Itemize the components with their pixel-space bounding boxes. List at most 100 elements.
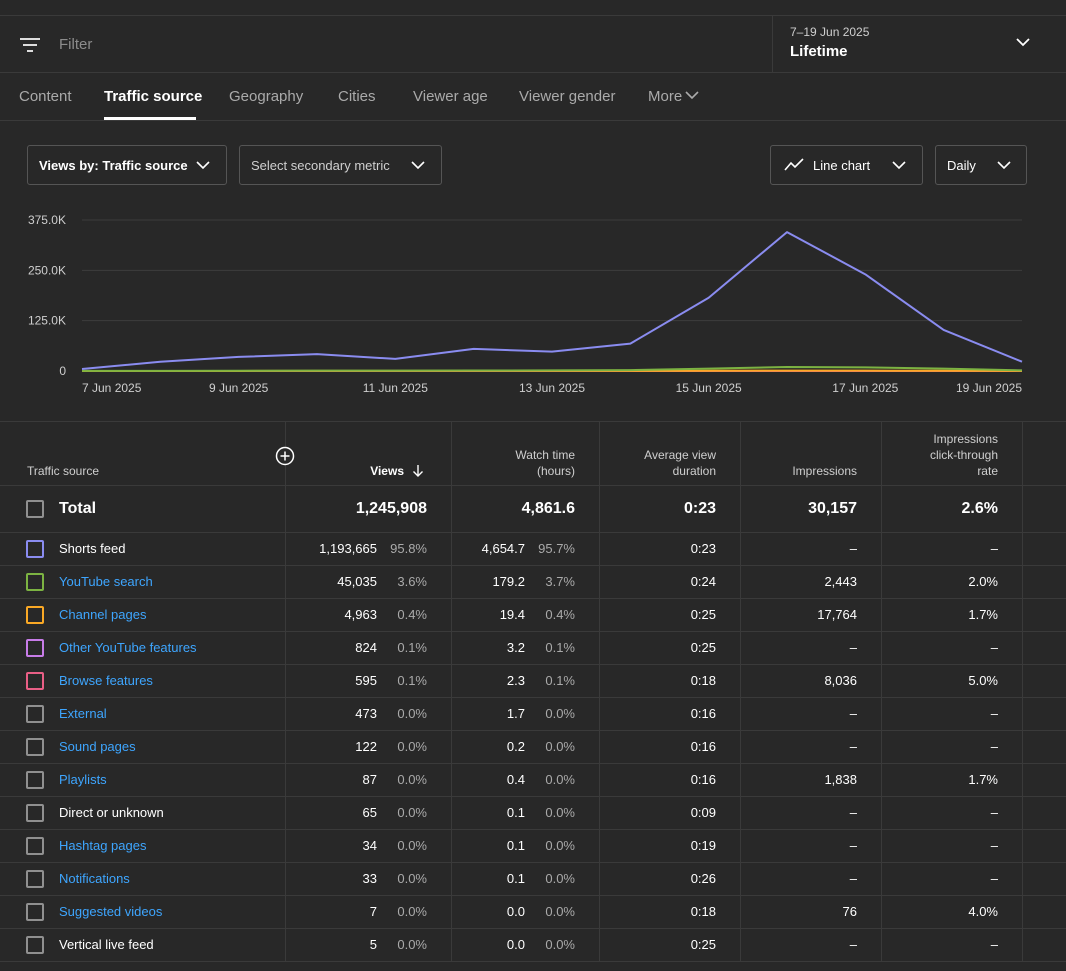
table-row[interactable]: External 473 0.0% 1.7 0.0% 0:16 – – [0, 698, 1066, 731]
row-checkbox[interactable] [26, 738, 44, 756]
tab-geography[interactable]: Geography [229, 88, 304, 105]
traffic-source-name[interactable]: Playlists [59, 772, 107, 787]
views-by-dropdown[interactable]: Views by: Traffic source [27, 145, 227, 185]
table-row[interactable]: Notifications 33 0.0% 0.1 0.0% 0:26 – – [0, 863, 1066, 896]
row-checkbox[interactable] [26, 540, 44, 558]
tab-more[interactable]: More [648, 88, 683, 105]
table-row[interactable]: Browse features 595 0.1% 2.3 0.1% 0:18 8,036 5.… [0, 665, 1066, 698]
traffic-source-name[interactable]: Hashtag pages [59, 838, 147, 853]
date-range-selector[interactable]: 7–19 Jun 2025 Lifetime [772, 16, 1066, 73]
chevron-down-icon [685, 91, 699, 100]
series-line-youtube-search[interactable] [81, 365, 1023, 372]
traffic-source-name[interactable]: External [59, 706, 107, 721]
series-line-shorts-feed[interactable] [81, 231, 1023, 370]
header-traffic-source[interactable]: Traffic source [27, 464, 100, 478]
table-row[interactable]: Playlists 87 0.0% 0.4 0.0% 0:16 1,838 1.7% [0, 764, 1066, 797]
views-percent: 0.4% [397, 607, 427, 622]
watch-time-percent: 0.4% [545, 607, 575, 622]
row-checkbox[interactable] [26, 705, 44, 723]
table-header-row: Traffic source Views Watch time (hours) … [0, 422, 1066, 486]
x-tick-label: 9 Jun 2025 [209, 381, 269, 395]
row-checkbox[interactable] [26, 870, 44, 888]
table-row[interactable]: Hashtag pages 34 0.0% 0.1 0.0% 0:19 – – [0, 830, 1066, 863]
impressions-value: 76 [842, 904, 857, 919]
watch-time-value: 2.3 [506, 673, 525, 688]
total-views: 1,245,908 [355, 500, 427, 517]
avd-value: 0:16 [690, 706, 716, 721]
row-checkbox[interactable] [26, 903, 44, 921]
chevron-down-icon [892, 161, 906, 170]
tab-traffic-source[interactable]: Traffic source [104, 88, 203, 105]
header-impressions[interactable]: Impressions [792, 464, 857, 478]
tab-content[interactable]: Content [19, 88, 72, 105]
row-checkbox[interactable] [26, 804, 44, 822]
watch-time-value: 4,654.7 [481, 541, 525, 556]
tab-viewer-gender[interactable]: Viewer gender [519, 88, 616, 105]
avd-value: 0:26 [690, 871, 716, 886]
table-row[interactable]: YouTube search 45,035 3.6% 179.2 3.7% 0:24 2,4… [0, 566, 1066, 599]
table-row[interactable]: Suggested videos 7 0.0% 0.0 0.0% 0:18 76 4.0% [0, 896, 1066, 929]
views-percent: 0.0% [397, 871, 427, 886]
views-value: 473 [355, 706, 377, 721]
traffic-source-name: Direct or unknown [59, 805, 164, 820]
chevron-down-icon [1016, 38, 1030, 47]
table-row[interactable]: Shorts feed 1,193,665 95.8% 4,654.7 95.7% 0:2… [0, 533, 1066, 566]
views-value: 7 [369, 904, 377, 919]
interval-dropdown[interactable]: Daily [935, 145, 1027, 185]
filter-input[interactable]: Filter [59, 36, 93, 53]
table-row[interactable]: Channel pages 4,963 0.4% 19.4 0.4% 0:25 17,764… [0, 599, 1066, 632]
x-tick-label: 15 Jun 2025 [676, 381, 742, 395]
header-views[interactable]: Views [370, 464, 404, 478]
row-checkbox[interactable] [26, 771, 44, 789]
header-impressions-ctr[interactable]: Impressions click-through rate [886, 431, 998, 479]
tab-cities[interactable]: Cities [338, 88, 376, 105]
traffic-source-name[interactable]: Notifications [59, 871, 130, 886]
traffic-source-name[interactable]: Other YouTube features [59, 640, 197, 655]
row-checkbox[interactable] [26, 606, 44, 624]
views-value: 824 [355, 640, 377, 655]
views-line-chart[interactable]: 375.0K 250.0K 125.0K 0 7 Jun 2025 9 Jun 2025 1… [0, 200, 1066, 410]
active-tab-indicator [104, 117, 196, 120]
secondary-metric-dropdown[interactable]: Select secondary metric [239, 145, 442, 185]
watch-time-percent: 0.1% [545, 640, 575, 655]
row-checkbox[interactable] [26, 936, 44, 954]
row-checkbox[interactable] [26, 672, 44, 690]
traffic-source-name[interactable]: YouTube search [59, 574, 153, 589]
table-row[interactable]: Other YouTube features 824 0.1% 3.2 0.1% 0:25… [0, 632, 1066, 665]
sort-down-icon[interactable] [412, 464, 424, 478]
impressions-value: 8,036 [824, 673, 857, 688]
views-percent: 0.0% [397, 937, 427, 952]
total-checkbox[interactable] [26, 500, 44, 518]
traffic-source-name[interactable]: Suggested videos [59, 904, 163, 919]
views-percent: 95.8% [390, 541, 427, 556]
impressions-value: 17,764 [817, 607, 857, 622]
watch-time-value: 0.0 [506, 904, 525, 919]
chart-type-dropdown[interactable]: Line chart [770, 145, 923, 185]
header-watch-time-line1: Watch time [515, 448, 575, 462]
header-watch-time[interactable]: Watch time (hours) [455, 447, 575, 479]
table-row[interactable]: Sound pages 122 0.0% 0.2 0.0% 0:16 – – [0, 731, 1066, 764]
date-range-text: 7–19 Jun 2025 [790, 25, 870, 39]
table-row[interactable]: Direct or unknown 65 0.0% 0.1 0.0% 0:09 – – [0, 797, 1066, 830]
views-percent: 0.1% [397, 640, 427, 655]
row-checkbox[interactable] [26, 837, 44, 855]
traffic-source-name[interactable]: Sound pages [59, 739, 136, 754]
traffic-source-name[interactable]: Channel pages [59, 607, 147, 622]
tab-viewer-age[interactable]: Viewer age [413, 88, 488, 105]
header-average-view-duration[interactable]: Average view duration [605, 447, 716, 479]
views-percent: 0.0% [397, 739, 427, 754]
watch-time-percent: 0.0% [545, 706, 575, 721]
avd-value: 0:23 [690, 541, 716, 556]
watch-time-percent: 0.0% [545, 838, 575, 853]
watch-time-value: 0.1 [506, 871, 525, 886]
add-column-icon[interactable] [275, 446, 295, 466]
traffic-source-name[interactable]: Browse features [59, 673, 153, 688]
views-value: 33 [362, 871, 377, 886]
watch-time-value: 179.2 [492, 574, 525, 589]
row-checkbox[interactable] [26, 639, 44, 657]
avd-value: 0:25 [690, 640, 716, 655]
watch-time-value: 1.7 [506, 706, 525, 721]
table-row[interactable]: Vertical live feed 5 0.0% 0.0 0.0% 0:25 – – [0, 929, 1066, 962]
row-checkbox[interactable] [26, 573, 44, 591]
filter-icon[interactable] [20, 36, 42, 54]
